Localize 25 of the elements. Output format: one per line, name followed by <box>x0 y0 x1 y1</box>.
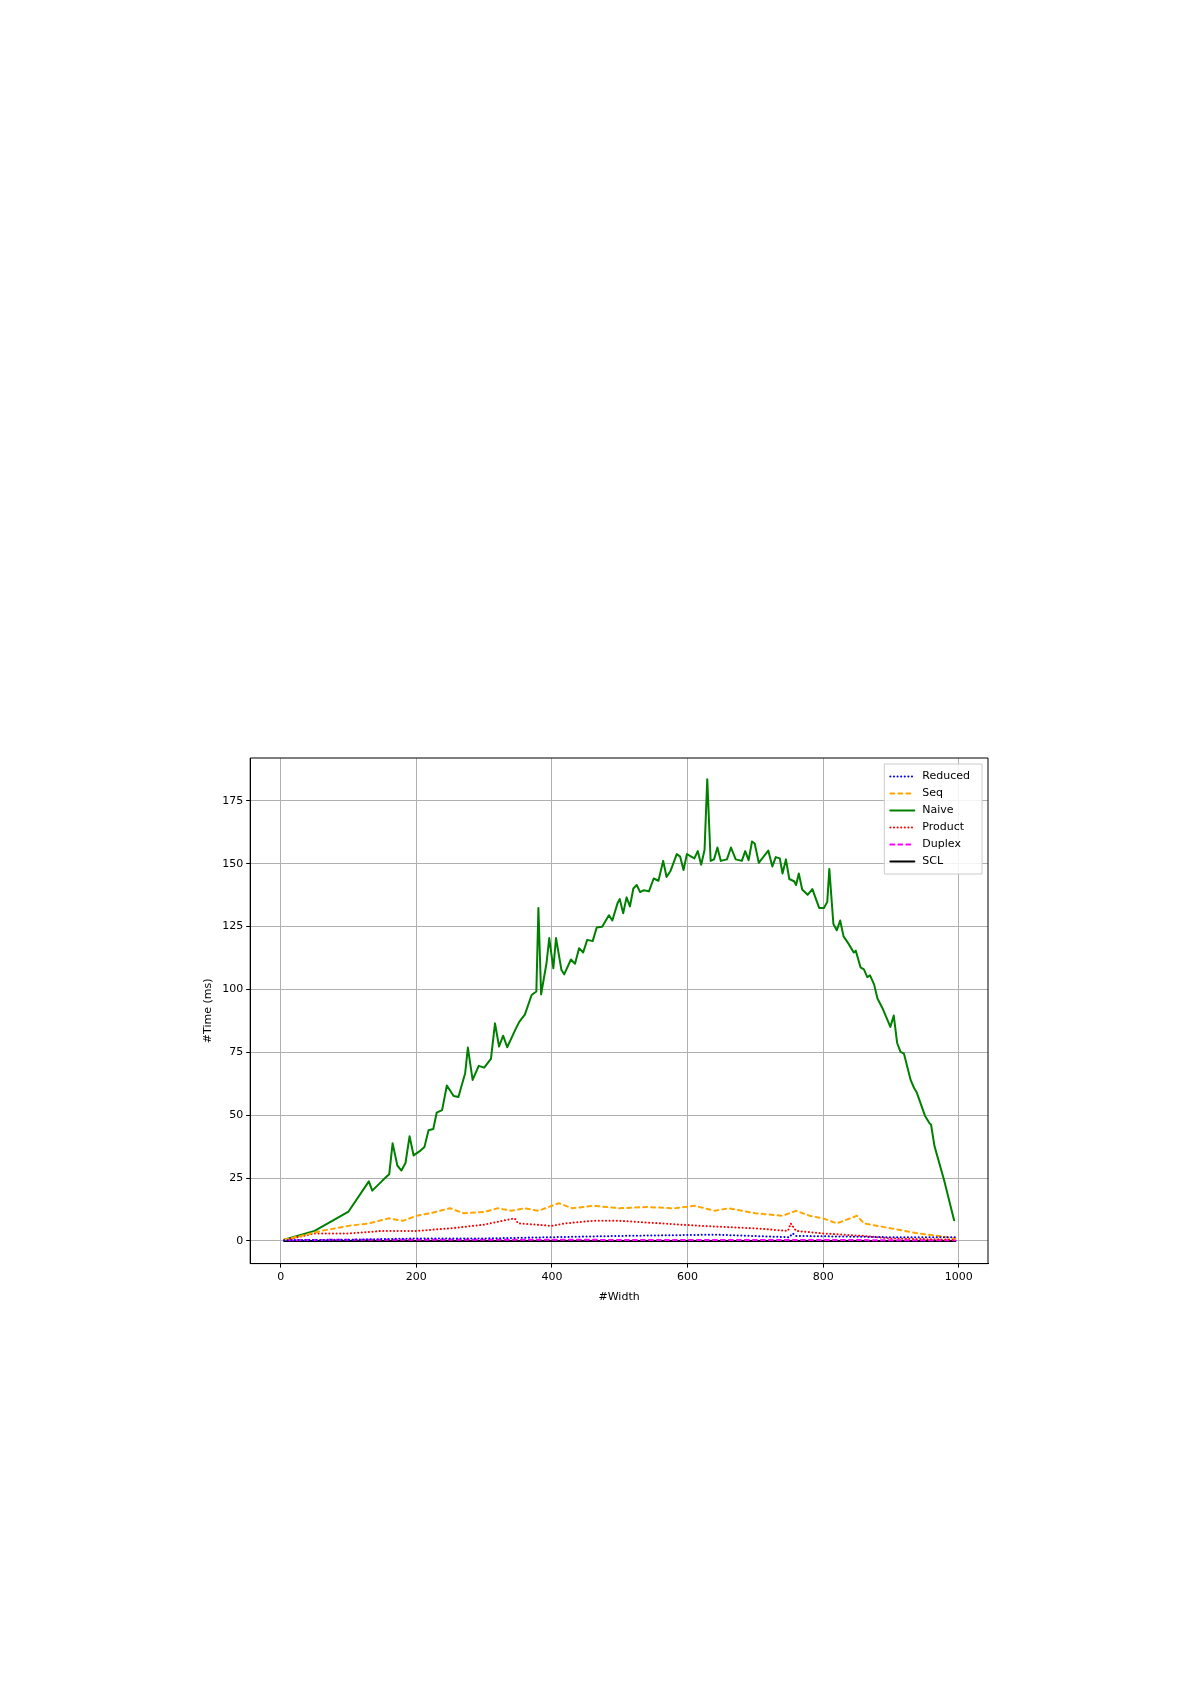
legend-label: Reduced <box>922 769 970 783</box>
line-series <box>283 1202 957 1241</box>
x-tick-label: 400 <box>541 1270 563 1284</box>
x-tick-label: 1000 <box>944 1270 973 1284</box>
y-tick-label: 0 <box>236 1233 244 1247</box>
line-series <box>285 1217 957 1241</box>
legend-label: Naive <box>922 803 954 817</box>
legend-label: SCL <box>922 854 944 868</box>
y-tick-label: 125 <box>222 919 244 933</box>
x-tick-label: 200 <box>405 1270 427 1284</box>
x-tick-label: 0 <box>277 1270 285 1284</box>
y-tick-label: 25 <box>229 1170 244 1184</box>
y-axis-title: #Time (ms) <box>201 978 215 1044</box>
y-tick-label: 50 <box>229 1108 244 1122</box>
y-tick-label: 175 <box>222 793 244 807</box>
x-axis-title: #Width <box>598 1290 640 1304</box>
x-tick-label: 600 <box>677 1270 699 1284</box>
legend-label: Duplex <box>922 837 962 851</box>
y-tick-label: 100 <box>222 982 244 996</box>
y-tick-label: 150 <box>222 856 244 870</box>
y-tick-label: 75 <box>229 1045 244 1059</box>
legend-label: Product <box>922 820 965 834</box>
x-tick-label: 800 <box>812 1270 834 1284</box>
legend-label: Seq <box>922 786 944 800</box>
line-series <box>283 1232 957 1242</box>
